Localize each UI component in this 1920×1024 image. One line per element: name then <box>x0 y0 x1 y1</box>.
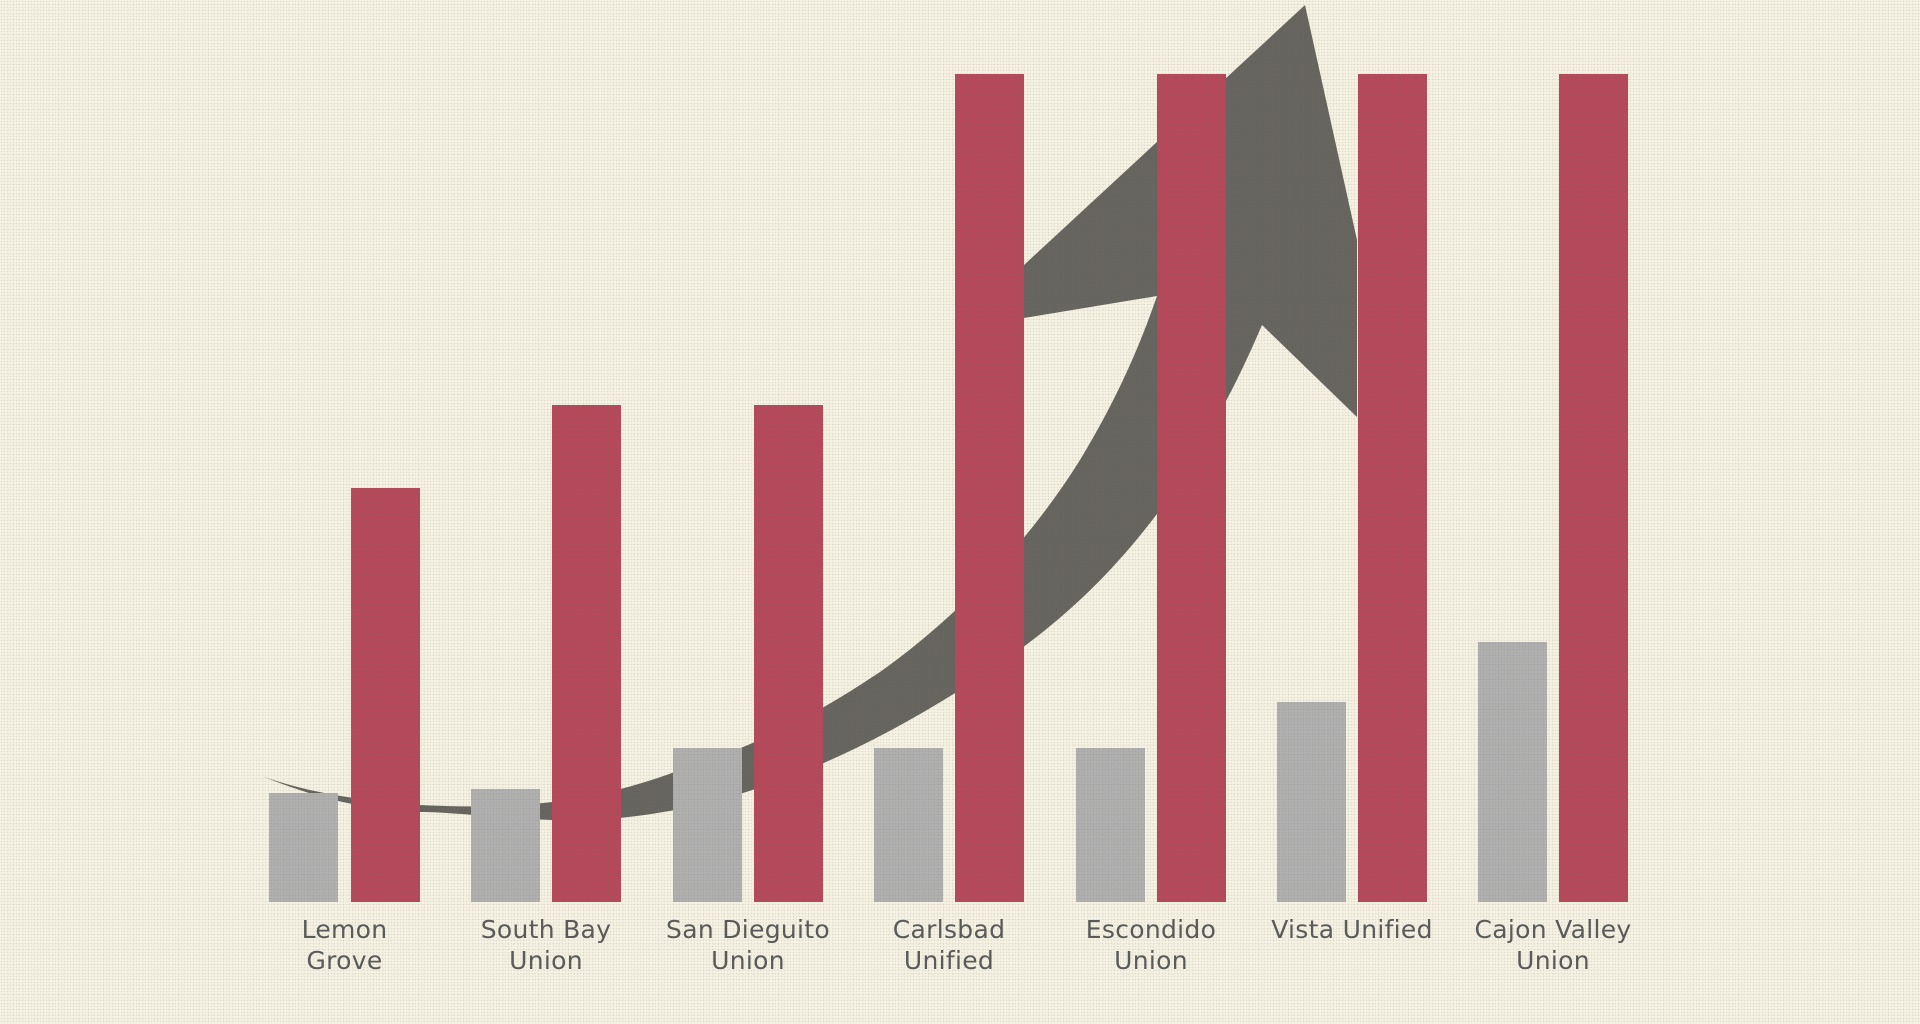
category-label: Vista Unified <box>1262 914 1442 976</box>
category-label-line: Escondido <box>1085 915 1217 944</box>
red-bar <box>1157 74 1226 902</box>
red-bar <box>351 488 420 902</box>
category-label-line: Union <box>711 946 785 975</box>
red-bar <box>1559 74 1628 902</box>
red-bar <box>955 74 1024 902</box>
category-label: San Dieguito Union <box>658 914 838 976</box>
category-label: South Bay Union <box>456 914 636 976</box>
category-label-line: Unified <box>903 946 995 975</box>
red-bar <box>552 405 621 902</box>
gray-bar <box>673 748 742 902</box>
category-label-line: Union <box>1516 946 1590 975</box>
category-label: Cajon Valley Union <box>1463 914 1643 976</box>
category-label-line: Cajon Valley <box>1474 915 1632 944</box>
category-label: Escondido Union <box>1061 914 1241 976</box>
gray-bar <box>1277 702 1346 902</box>
red-bar <box>1358 74 1427 902</box>
gray-bar <box>1478 642 1547 902</box>
category-label-line: Union <box>509 946 583 975</box>
gray-bar <box>874 748 943 902</box>
category-label: Lemon Grove <box>255 914 435 976</box>
category-label-line <box>1262 945 1442 976</box>
gray-bar <box>269 793 338 902</box>
category-label-line: Carlsbad <box>892 915 1006 944</box>
category-label-line: Grove <box>306 946 383 975</box>
gray-series-bars <box>269 642 1547 902</box>
trend-arrow-icon <box>262 5 1357 821</box>
category-label-line: Union <box>1114 946 1188 975</box>
gray-bar <box>1076 748 1145 902</box>
category-label-line: Vista Unified <box>1271 915 1433 944</box>
red-bar <box>754 405 823 902</box>
gray-bar <box>471 789 540 902</box>
category-label: Carlsbad Unified <box>859 914 1039 976</box>
category-label-line: South Bay <box>480 915 612 944</box>
red-series-bars <box>351 74 1628 902</box>
category-label-line: San Dieguito <box>666 915 830 944</box>
category-label-line: Lemon <box>301 915 388 944</box>
